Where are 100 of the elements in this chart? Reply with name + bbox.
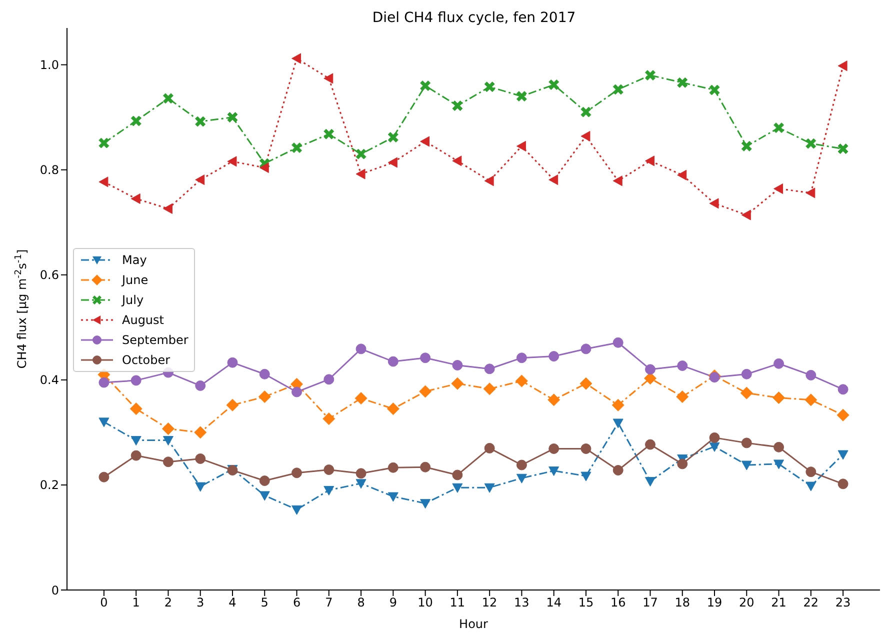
point: [195, 482, 206, 492]
point: [548, 466, 560, 476]
point: [740, 386, 753, 400]
point: [709, 84, 720, 96]
x-tick-label: 10: [418, 596, 433, 610]
point: [774, 460, 784, 470]
point: [774, 358, 784, 369]
point: [676, 390, 689, 403]
point: [162, 456, 174, 468]
point: [644, 364, 656, 375]
point: [259, 491, 270, 501]
y-tick-label: 0.6: [40, 268, 59, 282]
y-tick-label: 0: [51, 583, 59, 598]
point: [324, 374, 334, 385]
point: [420, 136, 430, 147]
y-tick-label: 0.4: [40, 373, 59, 388]
x-tick-label: 12: [482, 596, 498, 610]
x-tick-label: 22: [803, 596, 819, 610]
legend-label: June: [122, 272, 148, 289]
y-tick-label: 0.2: [40, 478, 59, 492]
point: [162, 93, 174, 104]
point: [98, 176, 108, 188]
point: [452, 360, 463, 370]
point: [356, 479, 366, 489]
point: [292, 53, 302, 64]
x-tick-label: 1: [132, 596, 140, 610]
x-tick-label: 16: [610, 596, 626, 610]
x-tick-label: 20: [739, 596, 754, 610]
point: [98, 138, 110, 148]
point: [548, 351, 560, 362]
point: [227, 156, 237, 167]
point: [195, 116, 206, 127]
point: [356, 344, 366, 354]
point: [420, 352, 431, 364]
point: [612, 84, 624, 95]
point: [195, 380, 206, 391]
y-tick-label: 1.0: [40, 58, 59, 72]
point: [516, 140, 526, 152]
point: [806, 482, 816, 492]
point: [612, 465, 624, 476]
legend-label: August: [122, 312, 164, 329]
x-tick-label: 13: [514, 596, 530, 610]
point: [420, 80, 431, 92]
point: [419, 385, 432, 398]
point: [580, 443, 592, 454]
point: [612, 337, 624, 348]
point: [774, 442, 784, 452]
point: [774, 183, 784, 194]
point: [741, 460, 752, 470]
point: [356, 148, 366, 160]
point: [324, 128, 334, 140]
point: [836, 408, 850, 422]
point: [227, 112, 238, 123]
point: [709, 198, 719, 209]
point: [98, 472, 110, 482]
point: [322, 412, 336, 426]
point: [806, 188, 816, 198]
point: [162, 203, 172, 214]
point: [677, 458, 688, 470]
legend-label: May: [122, 252, 147, 269]
point: [548, 174, 558, 186]
point: [130, 375, 142, 386]
point: [259, 162, 269, 173]
point: [838, 450, 848, 460]
point: [98, 377, 110, 388]
point: [677, 170, 687, 180]
point: [354, 392, 368, 405]
x-tick-label: 21: [771, 596, 786, 610]
point: [386, 402, 400, 416]
point: [516, 474, 527, 484]
point: [420, 462, 431, 472]
point: [644, 477, 656, 487]
legend-label: September: [122, 332, 188, 349]
x-tick-label: 18: [674, 596, 690, 610]
point: [644, 156, 654, 166]
point: [484, 442, 495, 454]
point: [838, 384, 848, 395]
point: [741, 438, 752, 448]
point: [741, 140, 752, 152]
point: [388, 157, 398, 168]
point: [388, 462, 398, 473]
point: [452, 483, 463, 493]
point: [677, 77, 688, 88]
point: [388, 132, 398, 142]
point: [324, 486, 334, 496]
point: [580, 106, 592, 118]
point: [292, 386, 302, 398]
point: [227, 357, 238, 368]
point: [580, 472, 592, 482]
point: [452, 156, 462, 166]
x-tick-label: 4: [228, 596, 236, 610]
point: [548, 79, 560, 90]
point: [195, 453, 206, 464]
point: [709, 372, 720, 383]
point: [644, 70, 656, 81]
point: [356, 468, 366, 479]
x-tick-label: 15: [578, 596, 594, 610]
point: [162, 436, 174, 446]
point: [709, 432, 720, 443]
x-tick-label: 17: [642, 596, 658, 610]
